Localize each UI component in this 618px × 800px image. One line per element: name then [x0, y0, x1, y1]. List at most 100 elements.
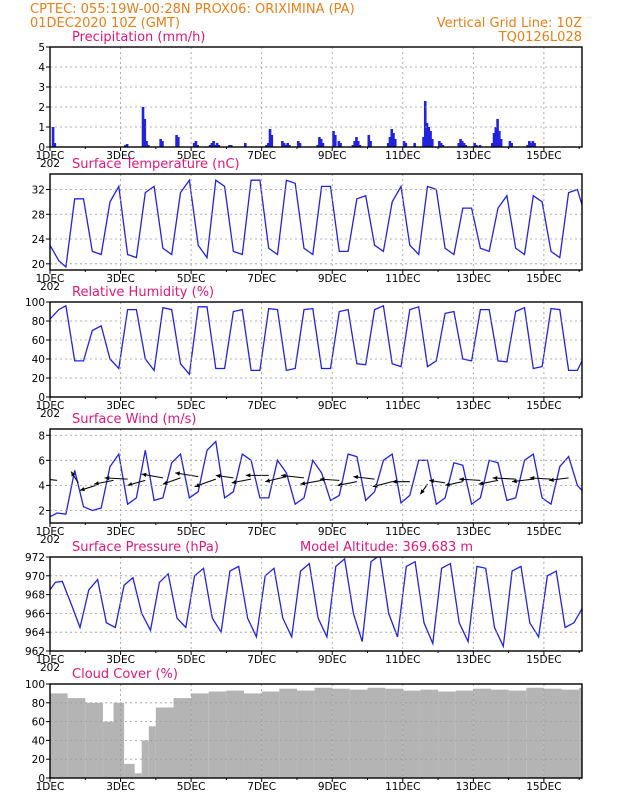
cloud-bar	[208, 691, 227, 778]
precip-bar	[531, 141, 535, 147]
wind-arrow-head	[429, 478, 434, 484]
temperature-xtick-label: 11DEC	[385, 273, 420, 285]
precip-bar	[210, 143, 214, 147]
wind-arrow-head	[215, 473, 221, 479]
cloud-bar	[579, 687, 582, 778]
wind-xtick-label: 9DEC	[318, 526, 347, 538]
precip-bar	[288, 145, 291, 147]
precip-bar	[332, 131, 335, 147]
cloud-xtick-label: 15DEC	[526, 781, 561, 793]
precip-xtick-label: 7DEC	[247, 150, 276, 162]
precip-bar	[298, 143, 302, 147]
cloud-bar	[385, 688, 403, 778]
precip-bar	[355, 137, 358, 147]
wind-arrow-head	[104, 476, 110, 481]
precip-bar	[268, 129, 272, 147]
humidity-ytick-label: 60	[32, 335, 45, 347]
wind-ytick-label: 8	[38, 430, 45, 442]
precip-bar	[429, 131, 432, 147]
humidity-xtick-cutoff: 202	[40, 408, 60, 420]
cloud-bar	[102, 721, 114, 778]
precip-bar	[270, 135, 274, 147]
temperature-ytick-label: 24	[32, 234, 46, 246]
cloud-ytick-label: 80	[32, 698, 45, 710]
temperature-plot-area	[50, 178, 582, 269]
precip-bar	[425, 123, 429, 147]
precip-bar	[143, 119, 147, 147]
cloud-bar	[455, 690, 474, 778]
pressure-xtick-label: 5DEC	[177, 654, 206, 666]
cloud-ytick-label: 20	[32, 754, 45, 766]
wind-arrow-head	[94, 481, 99, 486]
pressure-ytick-label: 964	[25, 627, 45, 639]
wind-arrow	[50, 478, 58, 481]
pressure-panel: Surface Pressure (hPa) Model Altitude: 3…	[25, 540, 583, 674]
precip-bar	[318, 137, 321, 147]
pressure-ytick-label: 970	[25, 571, 45, 583]
temperature-xtick-label: 5DEC	[177, 273, 206, 285]
cloud-bar	[473, 688, 491, 778]
wind-xtick-label: 7DEC	[247, 526, 276, 538]
precip-bar	[499, 139, 503, 147]
precip-bar	[316, 145, 319, 147]
precip-xtick-label: 11DEC	[385, 150, 420, 162]
precip-ytick-label: 4	[38, 62, 45, 74]
pressure-xtick-label: 7DEC	[247, 654, 276, 666]
precip-frame	[49, 46, 583, 148]
wind-xtick-label: 11DEC	[385, 526, 420, 538]
cloud-frame	[49, 683, 583, 779]
humidity-xtick-label: 15DEC	[526, 400, 561, 412]
precip-bar	[492, 133, 496, 147]
cloud-bar	[332, 688, 350, 778]
pressure-xtick-cutoff: 202	[40, 662, 60, 674]
precip-ytick-label: 1	[38, 122, 45, 134]
wind-frame	[49, 428, 583, 524]
precip-bar	[147, 145, 150, 147]
wind-arrow-head	[353, 475, 359, 480]
precip-bar	[526, 145, 529, 147]
cloud-bar	[148, 726, 156, 778]
precip-bar	[460, 141, 464, 147]
precip-xtick-cutoff: 202	[40, 158, 60, 170]
precip-bar	[194, 141, 198, 147]
temperature-frame	[49, 173, 583, 271]
wind-arrow-head	[80, 487, 85, 492]
cloud-bar	[67, 698, 86, 778]
precip-bar	[319, 139, 323, 147]
cloud-xtick-label: 13DEC	[456, 781, 491, 793]
precip-xtick-label: 13DEC	[456, 150, 491, 162]
precip-bar	[438, 141, 441, 147]
precip-bar	[457, 143, 461, 147]
cloud-xtick-label: 5DEC	[177, 781, 206, 793]
precip-bar	[192, 143, 196, 147]
wind-arrow-head	[549, 477, 554, 482]
precip-bar	[125, 144, 129, 147]
precip-bar	[462, 143, 466, 147]
cloud-bar	[124, 763, 135, 778]
precip-bar	[393, 139, 397, 147]
cloud-bar	[349, 689, 368, 778]
precip-bar	[464, 145, 468, 147]
humidity-ytick-label: 80	[32, 316, 45, 328]
cloud-ytick-label: 40	[32, 735, 45, 747]
wind-arrow-head	[231, 479, 237, 485]
precip-xtick-label: 5DEC	[177, 150, 206, 162]
precip-bar	[478, 145, 482, 147]
precip-bar	[284, 145, 288, 147]
precip-ytick-label: 3	[38, 82, 45, 94]
cloud-xtick-label: 9DEC	[318, 781, 347, 793]
precip-bar	[286, 143, 289, 147]
precip-bar	[321, 143, 325, 147]
precip-bar	[145, 141, 148, 147]
header-grid-note: Vertical Grid Line: 10Z	[437, 16, 582, 31]
pressure-xtick-label: 13DEC	[456, 654, 491, 666]
precip-xtick-label: 3DEC	[106, 150, 135, 162]
wind-arrow-head	[281, 473, 286, 478]
humidity-ytick-label: 0	[38, 392, 45, 404]
wind-arrow-head	[478, 481, 484, 486]
precip-bar	[161, 141, 164, 147]
precip-bar	[422, 137, 425, 147]
humidity-ytick-label: 20	[32, 373, 45, 385]
wind-plot-area	[50, 440, 582, 518]
precip-bar	[423, 101, 427, 147]
